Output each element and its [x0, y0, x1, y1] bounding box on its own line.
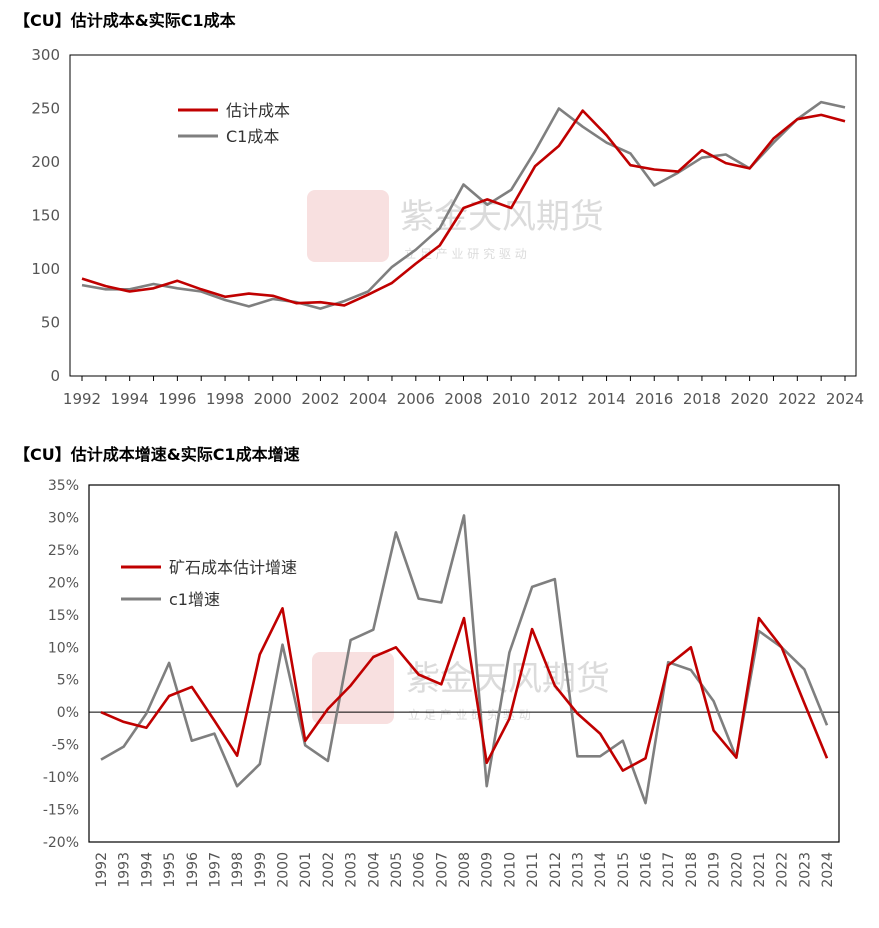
chart1-legend-label: 估计成本: [226, 101, 290, 120]
chart2-plot-frame: [88, 484, 840, 843]
chart2-y-tick-label: -15%: [43, 803, 79, 819]
chart2-x-tick-label: 2017: [661, 852, 677, 888]
chart1-x-tick-label: 2014: [587, 390, 625, 408]
chart2-y-tick-label: 0%: [57, 705, 79, 721]
chart2-x-tick-label: 2006: [412, 852, 428, 888]
chart2-x-tick-label: 1994: [139, 852, 155, 888]
chart2-x-tick-label: 2023: [797, 852, 813, 888]
chart1-x-tick-label: 1994: [111, 390, 149, 408]
chart1-x-tick-label: 1992: [63, 390, 101, 408]
chart2-x-tick-label: 1996: [185, 852, 201, 888]
chart2-x-tick-label: 1993: [117, 852, 133, 888]
chart2-legend-label: 矿石成本估计增速: [169, 558, 297, 577]
chart2-y-tick-label: 5%: [57, 673, 79, 689]
chart2-x-tick-label: 2014: [593, 852, 609, 888]
watermark-logo: [307, 190, 389, 262]
chart2-x-tick-label: 2010: [502, 852, 518, 888]
chart2-x-tick-label: 2003: [344, 852, 360, 888]
chart1-x-tick-label: 1998: [206, 390, 244, 408]
chart2-y-tick-label: 35%: [48, 478, 79, 494]
chart1-x-tick-label: 2022: [778, 390, 816, 408]
chart2-x-tick-label: 2002: [321, 852, 337, 888]
chart2-y-tick-label: 15%: [48, 608, 79, 624]
chart2-x-tick-label: 2024: [820, 852, 836, 888]
chart2-title: 【CU】估计成本增速&实际C1成本增速: [14, 445, 300, 464]
chart1-x-tick-label: 2000: [254, 390, 292, 408]
chart2-y-tick-label: -20%: [43, 835, 79, 851]
chart1-x-tick-label: 2002: [301, 390, 339, 408]
chart1-series-line-1: [81, 100, 846, 310]
chart2-legend-label: c1增速: [169, 590, 220, 609]
chart2-x-tick-label: 1992: [94, 852, 110, 888]
chart1-legend-label: C1成本: [226, 127, 279, 146]
chart1-x-tick-label: 2004: [349, 390, 387, 408]
chart1-series-line-0: [81, 109, 846, 307]
chart2-x-tick-label: 2004: [366, 852, 382, 888]
chart2-x-tick-label: 2005: [389, 852, 405, 888]
chart1-y-tick-label: 200: [31, 153, 60, 171]
chart1-x-tick-label: 2012: [540, 390, 578, 408]
chart2-series-line-1: [100, 514, 829, 805]
chart2-y-tick-label: -10%: [43, 770, 79, 786]
chart1-x-tick-label: 2008: [444, 390, 482, 408]
chart1-y-tick-label: 250: [31, 100, 60, 118]
chart2-x-tick-label: 2008: [457, 852, 473, 888]
chart2-x-tick-label: 2022: [775, 852, 791, 888]
chart2-x-tick-label: 1999: [253, 852, 269, 888]
chart2-x-tick-label: 2015: [616, 852, 632, 888]
chart2-y-tick-label: 25%: [48, 543, 79, 559]
chart1-y-tick-label: 0: [50, 367, 60, 385]
chart2-x-tick-label: 2020: [729, 852, 745, 888]
chart2-x-tick-label: 2021: [752, 852, 768, 888]
chart2-x-tick-label: 2018: [684, 852, 700, 888]
chart1-y-tick-label: 300: [31, 46, 60, 64]
chart2-x-tick-label: 1998: [230, 852, 246, 888]
chart1-x-tick-label: 2024: [826, 390, 864, 408]
chart2-x-tick-label: 2007: [434, 852, 450, 888]
chart2-x-tick-label: 1997: [207, 852, 223, 888]
chart2-series-line-0: [100, 606, 829, 772]
chart2-y-tick-label: 20%: [48, 575, 79, 591]
chart1-x-tick-label: 2010: [492, 390, 530, 408]
watermark-name: 紫金天风期货: [400, 197, 604, 237]
chart1-x-tick-label: 2006: [397, 390, 435, 408]
chart2-x-tick-label: 2016: [639, 852, 655, 888]
chart1-x-tick-label: 2016: [635, 390, 673, 408]
chart2-y-tick-label: 10%: [48, 640, 79, 656]
chart2-x-tick-label: 2009: [480, 852, 496, 888]
chart2-x-tick-label: 2011: [525, 852, 541, 888]
chart1-y-tick-label: 100: [31, 260, 60, 278]
chart2-y-tick-label: -5%: [52, 738, 79, 754]
chart1-x-tick-label: 1996: [158, 390, 196, 408]
chart2-x-tick-label: 2019: [707, 852, 723, 888]
chart2-x-tick-label: 2001: [298, 852, 314, 888]
chart1-x-tick-label: 2018: [683, 390, 721, 408]
chart1-y-tick-label: 50: [41, 314, 60, 332]
chart2-x-tick-label: 2013: [570, 852, 586, 888]
chart1-x-tick-label: 2020: [731, 390, 769, 408]
chart2-x-tick-label: 2000: [276, 852, 292, 888]
chart2-y-tick-label: 30%: [48, 510, 79, 526]
chart2-x-tick-label: 1995: [162, 852, 178, 888]
chart1-title: 【CU】估计成本&实际C1成本: [14, 11, 236, 30]
chart2-x-tick-label: 2012: [548, 852, 564, 888]
chart1-y-tick-label: 150: [31, 207, 60, 225]
